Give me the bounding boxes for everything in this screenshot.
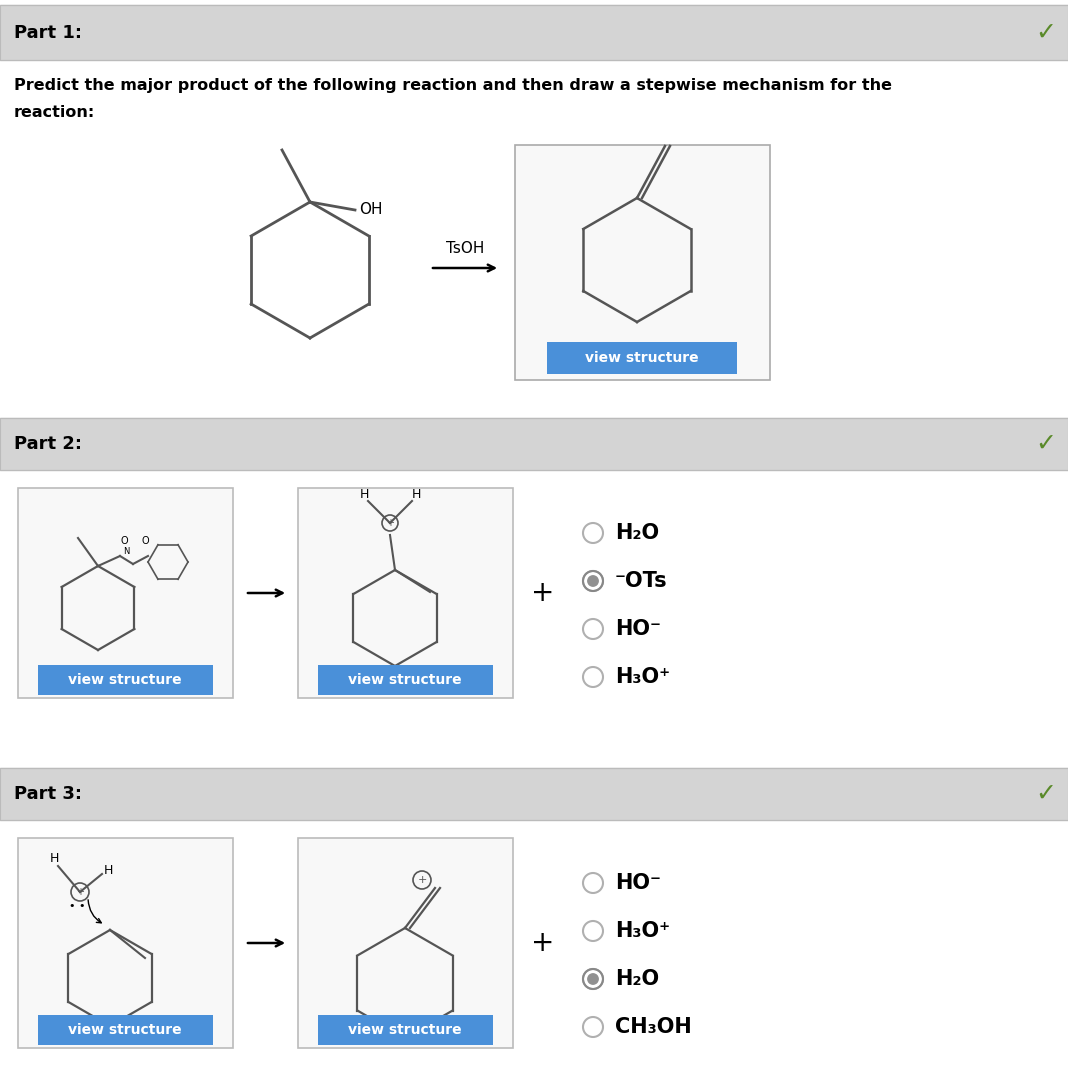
Text: O: O	[141, 536, 148, 546]
Text: view structure: view structure	[68, 672, 182, 686]
Text: H₂O: H₂O	[615, 523, 659, 543]
FancyBboxPatch shape	[515, 145, 770, 380]
Text: Predict the major product of the following reaction and then draw a stepwise mec: Predict the major product of the followi…	[14, 77, 892, 93]
FancyBboxPatch shape	[317, 665, 492, 695]
Text: CH₃OH: CH₃OH	[615, 1017, 692, 1037]
FancyBboxPatch shape	[298, 838, 513, 1048]
Text: H₃O⁺: H₃O⁺	[615, 921, 670, 942]
Text: H: H	[104, 864, 113, 877]
Text: +: +	[386, 518, 394, 528]
Circle shape	[583, 571, 603, 591]
Text: Part 2:: Part 2:	[14, 435, 82, 453]
Text: H: H	[359, 489, 368, 501]
Circle shape	[583, 619, 603, 639]
FancyBboxPatch shape	[18, 489, 233, 698]
Text: HO⁻: HO⁻	[615, 873, 661, 893]
FancyBboxPatch shape	[37, 665, 213, 695]
Text: reaction:: reaction:	[14, 105, 95, 121]
Circle shape	[583, 969, 603, 989]
Text: view structure: view structure	[348, 672, 461, 686]
FancyBboxPatch shape	[298, 489, 513, 698]
Circle shape	[587, 974, 598, 985]
Circle shape	[587, 576, 598, 586]
Circle shape	[583, 921, 603, 942]
Text: Part 3:: Part 3:	[14, 785, 82, 803]
Text: N: N	[123, 548, 129, 556]
Text: +: +	[531, 929, 554, 957]
Text: view structure: view structure	[585, 351, 698, 365]
FancyBboxPatch shape	[0, 5, 1068, 60]
Text: ✓: ✓	[1036, 782, 1056, 806]
Circle shape	[583, 873, 603, 893]
Text: ✓: ✓	[1036, 431, 1056, 456]
Text: ⁻OTs: ⁻OTs	[615, 571, 668, 591]
Text: Part 1:: Part 1:	[14, 24, 82, 42]
Text: view structure: view structure	[348, 1023, 461, 1037]
Circle shape	[583, 523, 603, 543]
Text: H₂O: H₂O	[615, 969, 659, 989]
FancyBboxPatch shape	[547, 342, 737, 374]
FancyBboxPatch shape	[0, 417, 1068, 470]
Text: +: +	[76, 887, 84, 897]
FancyBboxPatch shape	[0, 768, 1068, 820]
FancyBboxPatch shape	[317, 1015, 492, 1045]
Text: +: +	[531, 579, 554, 607]
Text: +: +	[418, 875, 427, 884]
Circle shape	[583, 667, 603, 686]
Circle shape	[583, 1017, 603, 1037]
FancyArrowPatch shape	[88, 900, 101, 923]
Text: ✓: ✓	[1036, 20, 1056, 44]
Text: O: O	[121, 536, 128, 546]
Text: TsOH: TsOH	[445, 241, 484, 256]
Text: HO⁻: HO⁻	[615, 619, 661, 639]
Text: OH: OH	[359, 202, 382, 217]
Text: H₃O⁺: H₃O⁺	[615, 667, 670, 686]
Text: view structure: view structure	[68, 1023, 182, 1037]
FancyBboxPatch shape	[18, 838, 233, 1048]
Text: •: •	[68, 901, 75, 911]
Text: H: H	[411, 489, 421, 501]
Text: H: H	[49, 851, 59, 864]
FancyBboxPatch shape	[37, 1015, 213, 1045]
Text: •: •	[79, 901, 85, 911]
